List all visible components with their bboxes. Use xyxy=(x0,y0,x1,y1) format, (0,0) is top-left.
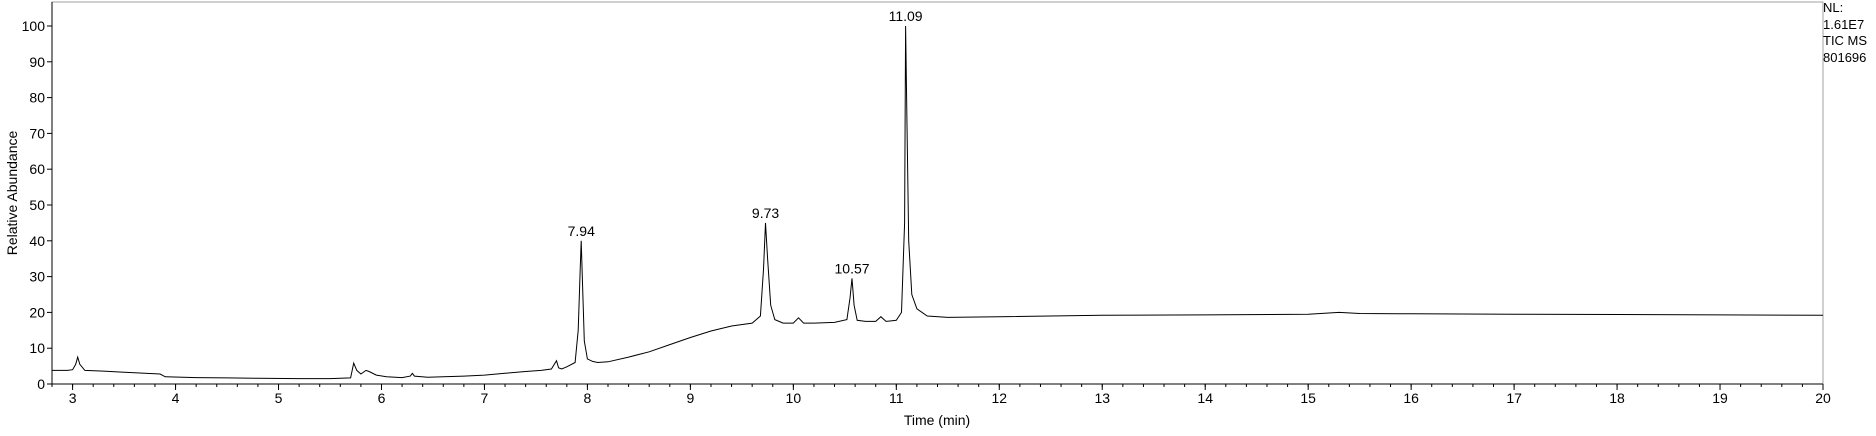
scan-type: TIC MS xyxy=(1823,33,1868,48)
x-tick-label: 20 xyxy=(1815,390,1831,406)
x-tick-label: 10 xyxy=(786,390,802,406)
x-tick-label: 14 xyxy=(1197,390,1213,406)
x-tick-label: 5 xyxy=(275,390,283,406)
x-tick-label: 8 xyxy=(584,390,592,406)
y-axis-label: Relative Abundance xyxy=(4,131,20,256)
x-tick-label: 17 xyxy=(1506,390,1522,406)
x-tick-label: 12 xyxy=(991,390,1007,406)
y-tick-label: 70 xyxy=(29,125,45,141)
y-tick-label: 60 xyxy=(29,161,45,177)
x-tick-label: 15 xyxy=(1300,390,1316,406)
x-tick-label: 3 xyxy=(69,390,77,406)
plot-border xyxy=(51,1,1824,385)
x-tick-label: 16 xyxy=(1403,390,1419,406)
peak-labels: 7.94 9.73 10.57 11.09 xyxy=(568,8,923,276)
peak-label: 11.09 xyxy=(889,8,923,24)
x-axis-label: Time (min) xyxy=(904,412,970,428)
y-tick-label: 0 xyxy=(37,376,45,392)
y-tick-label: 100 xyxy=(22,18,46,34)
tic-trace-line xyxy=(52,25,1824,380)
y-tick-label: 40 xyxy=(29,233,45,249)
x-tick-label: 18 xyxy=(1609,390,1625,406)
nl-value: 1.61E7 xyxy=(1823,16,1865,32)
x-axis-ticks: 3 4 5 6 7 8 9 10 11 12 13 14 15 16 17 18 19 20 xyxy=(69,384,1831,406)
y-tick-label: 20 xyxy=(29,304,45,320)
x-tick-label: 7 xyxy=(481,390,489,406)
sample-id: 801696 xyxy=(1823,49,1867,65)
x-tick-label: 19 xyxy=(1712,390,1728,406)
peak-label: 10.57 xyxy=(835,260,870,276)
y-axis-ticks: 0 10 20 30 40 50 60 70 80 90 100 xyxy=(22,18,52,392)
x-tick-label: 13 xyxy=(1094,390,1110,406)
x-tick-label: 11 xyxy=(889,390,904,406)
nl-label: NL: xyxy=(1823,0,1844,15)
y-tick-label: 30 xyxy=(29,269,45,285)
x-tick-label: 6 xyxy=(378,390,386,406)
y-tick-label: 50 xyxy=(29,197,45,213)
y-tick-label: 10 xyxy=(29,340,45,356)
x-tick-label: 9 xyxy=(686,390,694,406)
x-axis-minor-ticks xyxy=(51,384,1824,387)
acquisition-info: NL: 1.61E7 TIC MS 801696 xyxy=(1823,0,1867,66)
peak-label: 7.94 xyxy=(568,223,595,239)
peak-label: 9.73 xyxy=(752,205,779,221)
plot-area xyxy=(51,1,1824,385)
x-tick-label: 4 xyxy=(172,390,180,406)
y-tick-label: 90 xyxy=(29,54,45,70)
y-tick-label: 80 xyxy=(29,90,45,106)
